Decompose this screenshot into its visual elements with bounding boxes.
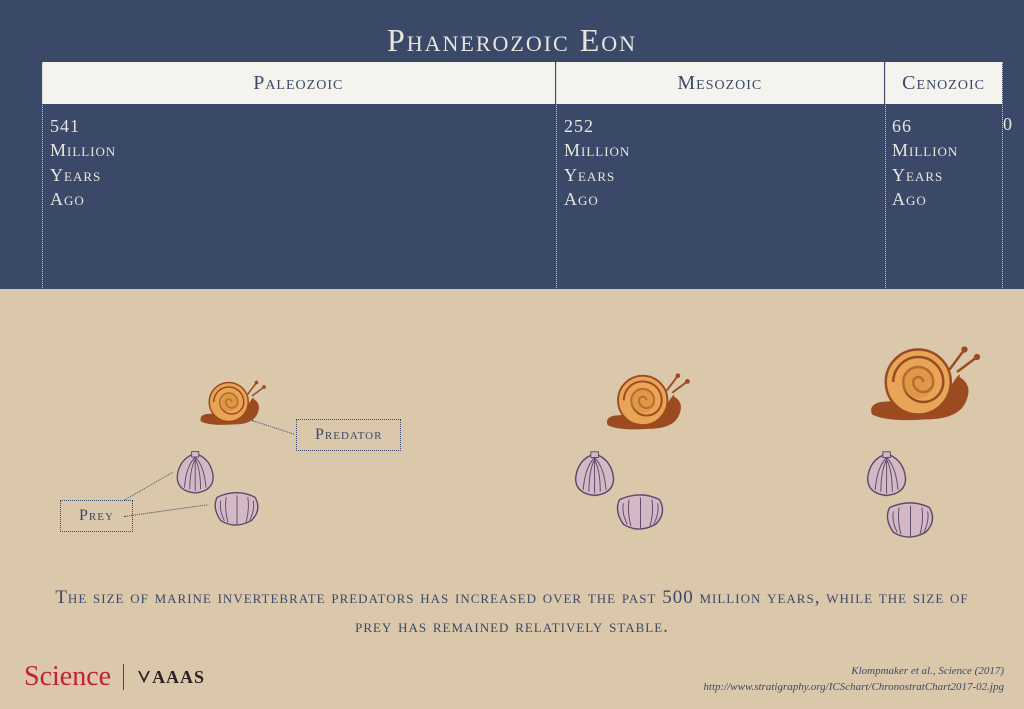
snail-predator	[195, 378, 270, 439]
era-divider	[556, 62, 557, 542]
caption-text: The size of marine invertebrate predator…	[42, 584, 982, 641]
shell-prey	[882, 500, 939, 545]
citation-line-2: http://www.stratigraphy.org/ICSchart/Chr…	[703, 680, 1004, 695]
era-mesozoic: Mesozoic	[556, 62, 886, 104]
era-divider	[42, 62, 43, 542]
era-cenozoic: Cenozoic	[885, 62, 1002, 104]
snail-predator	[862, 342, 987, 441]
aaas-logo: AAAS	[136, 667, 205, 688]
footer-logos: Science AAAS	[24, 661, 205, 693]
prey-label: Prey	[60, 500, 133, 532]
time-label-66: 66MillionYearsAgo	[892, 114, 958, 211]
footer-divider	[123, 664, 124, 690]
shell-prey	[612, 492, 669, 537]
era-bar: PaleozoicMesozoicCenozoic	[42, 62, 1002, 104]
predator-label: Predator	[296, 419, 401, 451]
shell-prey	[860, 448, 913, 506]
era-paleozoic: Paleozoic	[42, 62, 556, 104]
science-logo: Science	[24, 661, 111, 693]
snail-predator	[600, 370, 695, 446]
time-label-252: 252MillionYearsAgo	[564, 114, 630, 211]
shell-prey	[210, 490, 264, 533]
timeline-end-label: 0	[1003, 114, 1012, 135]
eon-title: Phanerozoic Eon	[0, 22, 1024, 59]
footer-citation: Klompmaker et al., Science (2017) http:/…	[703, 664, 1004, 695]
time-label-541: 541MillionYearsAgo	[50, 114, 116, 211]
citation-line-1: Klompmaker et al., Science (2017)	[703, 664, 1004, 679]
